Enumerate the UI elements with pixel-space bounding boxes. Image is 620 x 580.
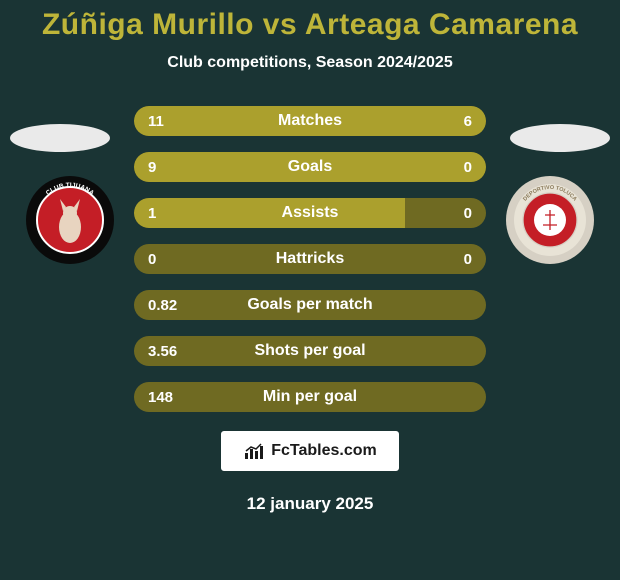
stat-row: 0Hattricks0: [134, 244, 486, 274]
page-title: Zúñiga Murillo vs Arteaga Camarena: [0, 8, 620, 42]
stat-row: 11Matches6: [134, 106, 486, 136]
comparison-card: Zúñiga Murillo vs Arteaga Camarena Club …: [0, 0, 620, 580]
subtitle: Club competitions, Season 2024/2025: [0, 54, 620, 72]
stat-label: Shots per goal: [134, 342, 486, 360]
stat-label: Matches: [134, 112, 486, 130]
player-shadow-left: [10, 124, 110, 152]
stat-value-right: 0: [464, 251, 472, 268]
tijuana-badge-icon: CLUB TIJUANA: [25, 175, 115, 265]
stat-label: Hattricks: [134, 250, 486, 268]
stat-label: Assists: [134, 204, 486, 222]
stat-row: 9Goals0: [134, 152, 486, 182]
stat-value-right: 0: [464, 159, 472, 176]
fctables-logo: FcTables.com: [220, 430, 400, 472]
snapshot-date: 12 january 2025: [0, 494, 620, 514]
stat-row: 1Assists0: [134, 198, 486, 228]
stat-value-right: 6: [464, 113, 472, 130]
stat-value-right: 0: [464, 205, 472, 222]
stat-row: 0.82Goals per match: [134, 290, 486, 320]
stat-label: Goals per match: [134, 296, 486, 314]
toluca-badge-icon: DEPORTIVO TOLUCA: [505, 175, 595, 265]
club-badge-right: DEPORTIVO TOLUCA: [505, 175, 595, 265]
stat-label: Goals: [134, 158, 486, 176]
stat-row: 3.56Shots per goal: [134, 336, 486, 366]
bar-chart-icon: [243, 441, 265, 461]
stat-row: 148Min per goal: [134, 382, 486, 412]
logo-text: FcTables.com: [271, 442, 377, 460]
stat-bars: 11Matches69Goals01Assists00Hattricks00.8…: [134, 106, 486, 412]
stat-label: Min per goal: [134, 388, 486, 406]
player-shadow-right: [510, 124, 610, 152]
club-badge-left: CLUB TIJUANA: [25, 175, 115, 265]
